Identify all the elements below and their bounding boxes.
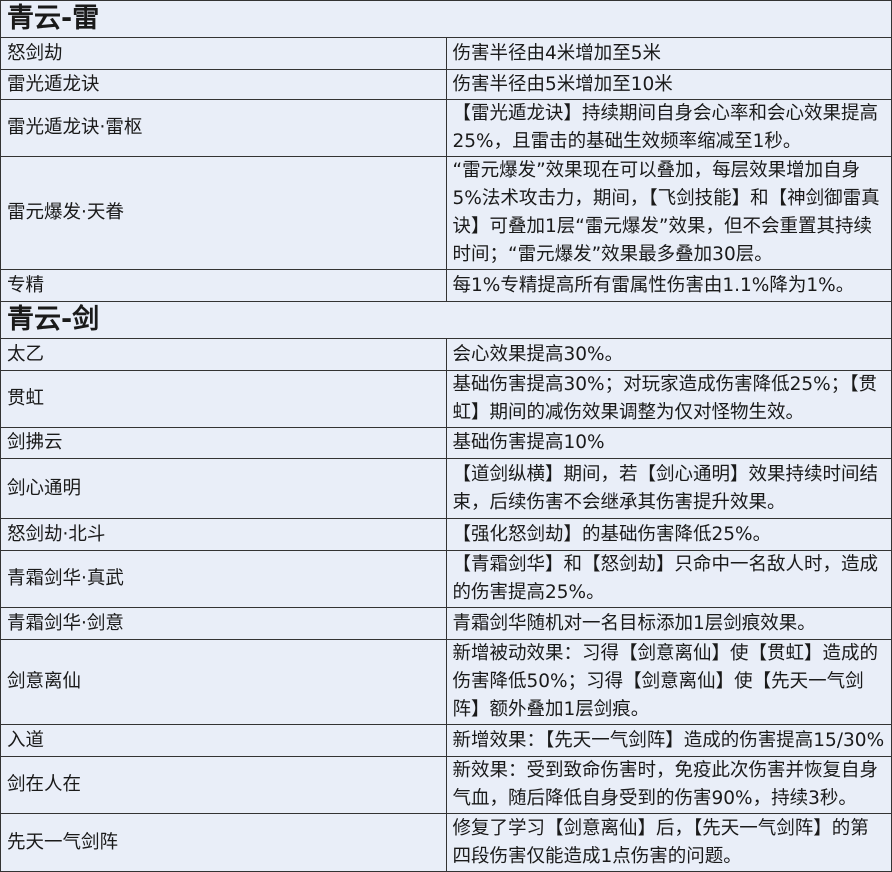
skill-name: 入道 bbox=[0, 724, 447, 757]
skill-name: 剑意离仙 bbox=[0, 639, 447, 725]
skill-name: 怒剑劫 bbox=[0, 37, 447, 70]
change-description: 【强化怒剑劫】的基础伤害降低25%。 bbox=[445, 518, 892, 551]
skill-name: 雷光遁龙诀·雷枢 bbox=[0, 99, 447, 157]
table-row: 雷光遁龙诀·雷枢 【雷光遁龙诀】持续期间自身会心率和会心效果提高25%，且雷击的基… bbox=[0, 99, 892, 157]
skill-name: 雷光遁龙诀 bbox=[0, 69, 447, 100]
change-description: 【道剑纵横】期间，若【剑心通明】效果持续时间结束，后续伤害不会继承其伤害提升效果… bbox=[445, 458, 892, 519]
table-row: 剑在人在 新效果：受到致命伤害时，免疫此次伤害并恢复自身气血，随后降低自身受到的伤… bbox=[0, 756, 892, 814]
change-description: 会心效果提高30%。 bbox=[445, 338, 892, 371]
section-title: 青云-剑 bbox=[0, 301, 892, 339]
table-row: 雷元爆发·天眷 “雷元爆发”效果现在可以叠加，每层效果增加自身5%法术攻击力，期间… bbox=[0, 156, 892, 270]
table-row: 贯虹 基础伤害提高30%；对玩家造成伤害降低25%；【贯虹】期间的减伤效果调整为仅… bbox=[0, 370, 892, 428]
skill-name: 先天一气剑阵 bbox=[0, 813, 447, 872]
change-description: 基础伤害提高30%；对玩家造成伤害降低25%；【贯虹】期间的减伤效果调整为仅对怪… bbox=[445, 370, 892, 428]
skill-name: 贯虹 bbox=[0, 370, 447, 428]
table-row: 青霜剑华·真武 【青霜剑华】和【怒剑劫】只命中一名敌人时，造成的伤害提高25%。 bbox=[0, 550, 892, 608]
table-row: 剑拂云 基础伤害提高10% bbox=[0, 427, 892, 459]
skill-name: 太乙 bbox=[0, 338, 447, 371]
skill-name: 青霜剑华·真武 bbox=[0, 550, 447, 608]
table-row: 雷光遁龙诀 伤害半径由5米增加至10米 bbox=[0, 69, 892, 100]
table-row: 太乙 会心效果提高30%。 bbox=[0, 338, 892, 371]
change-description: 青霜剑华随机对一名目标添加1层剑痕效果。 bbox=[445, 607, 892, 640]
table-row: 先天一气剑阵 修复了学习【剑意离仙】后，【先天一气剑阵】的第四段伤害仅能造成1点伤… bbox=[0, 813, 892, 872]
change-description: 新增效果：【先天一气剑阵】造成的伤害提高15/30% bbox=[445, 724, 892, 757]
skill-name: 剑拂云 bbox=[0, 427, 447, 459]
table-row: 专精 每1%专精提高所有雷属性伤害由1.1%降为1%。 bbox=[0, 269, 892, 302]
table-row: 入道 新增效果：【先天一气剑阵】造成的伤害提高15/30% bbox=[0, 724, 892, 757]
skill-name: 剑在人在 bbox=[0, 756, 447, 814]
table-row: 剑心通明 【道剑纵横】期间，若【剑心通明】效果持续时间结束，后续伤害不会继承其伤害… bbox=[0, 458, 892, 519]
change-description: 【雷光遁龙诀】持续期间自身会心率和会心效果提高25%，且雷击的基础生效频率缩减至… bbox=[445, 99, 892, 157]
skill-name: 青霜剑华·剑意 bbox=[0, 607, 447, 640]
skill-name: 剑心通明 bbox=[0, 458, 447, 519]
change-description: 新增被动效果：习得【剑意离仙】使【贯虹】造成的伤害降低50%；习得【剑意离仙】使… bbox=[445, 639, 892, 725]
table-row: 怒剑劫 伤害半径由4米增加至5米 bbox=[0, 37, 892, 70]
skill-name: 专精 bbox=[0, 269, 447, 302]
change-description: 修复了学习【剑意离仙】后，【先天一气剑阵】的第四段伤害仅能造成1点伤害的问题。 bbox=[445, 813, 892, 872]
change-description: 【青霜剑华】和【怒剑劫】只命中一名敌人时，造成的伤害提高25%。 bbox=[445, 550, 892, 608]
change-description: 伤害半径由5米增加至10米 bbox=[445, 69, 892, 100]
change-description: 每1%专精提高所有雷属性伤害由1.1%降为1%。 bbox=[445, 269, 892, 302]
table-row: 剑意离仙 新增被动效果：习得【剑意离仙】使【贯虹】造成的伤害降低50%；习得【剑意… bbox=[0, 639, 892, 725]
table-row: 青霜剑华·剑意 青霜剑华随机对一名目标添加1层剑痕效果。 bbox=[0, 607, 892, 640]
skill-name: 雷元爆发·天眷 bbox=[0, 156, 447, 270]
section-header: 青云-剑 bbox=[0, 301, 892, 339]
skill-name: 怒剑劫·北斗 bbox=[0, 518, 447, 551]
section-title: 青云-雷 bbox=[0, 0, 892, 38]
change-description: “雷元爆发”效果现在可以叠加，每层效果增加自身5%法术攻击力，期间，【飞剑技能】… bbox=[445, 156, 892, 270]
change-description: 伤害半径由4米增加至5米 bbox=[445, 37, 892, 70]
change-description: 新效果：受到致命伤害时，免疫此次伤害并恢复自身气血，随后降低自身受到的伤害90%… bbox=[445, 756, 892, 814]
section-header: 青云-雷 bbox=[0, 0, 892, 38]
table-row: 怒剑劫·北斗 【强化怒剑劫】的基础伤害降低25%。 bbox=[0, 518, 892, 551]
change-description: 基础伤害提高10% bbox=[445, 427, 892, 459]
